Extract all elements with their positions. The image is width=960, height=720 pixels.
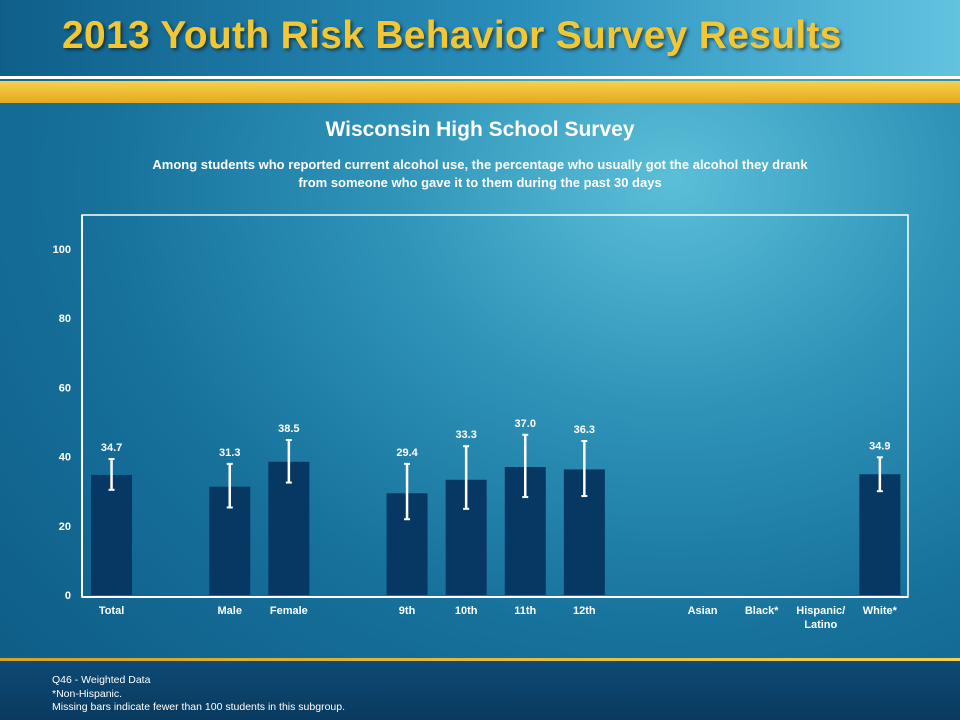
y-tick-label: 80	[59, 313, 71, 325]
x-tick-label: Female	[270, 605, 308, 617]
footnote-question: Q46 - Weighted Data	[52, 674, 151, 686]
x-tick-label: Male	[218, 605, 242, 617]
bar	[268, 461, 310, 595]
data-label: 38.5	[278, 423, 299, 435]
footnote-non-hispanic: *Non-Hispanic.	[52, 687, 123, 700]
x-tick-label: 12th	[573, 605, 596, 617]
y-tick-label: 40	[59, 452, 71, 464]
x-tick-label: 10th	[455, 605, 478, 617]
footer-gold-rule	[0, 658, 960, 662]
footnotes: Q46 - Weighted Data *Non-Hispanic. Missi…	[52, 674, 345, 715]
x-tick-label: White*	[863, 605, 898, 617]
data-label: 34.9	[869, 440, 890, 452]
chart-subtitle-line-1: Among students who reported current alco…	[152, 157, 808, 172]
header-divider	[0, 76, 960, 79]
data-label: 29.4	[396, 447, 418, 459]
bar	[859, 474, 901, 595]
y-tick-label: 20	[59, 521, 71, 533]
x-tick-label: Asian	[688, 605, 718, 617]
chart-subtitle-line-2: from someone who gave it to them during …	[298, 175, 662, 190]
chart-subtitle: Among students who reported current alco…	[60, 156, 900, 192]
y-tick-label: 0	[65, 590, 71, 602]
data-label: 37.0	[515, 418, 536, 430]
x-tick-label: 11th	[514, 605, 536, 617]
plot-frame	[81, 214, 909, 598]
x-tick-label: Latino	[804, 619, 837, 631]
footnote-missing-bars: Missing bars indicate fewer than 100 stu…	[52, 701, 346, 713]
data-label: 34.7	[101, 442, 122, 454]
bar	[91, 474, 133, 595]
data-label: 33.3	[455, 429, 476, 441]
footer-band	[0, 661, 960, 720]
y-tick-label: 100	[53, 244, 71, 256]
x-tick-label: Hispanic/	[796, 605, 845, 617]
x-tick-label: Black*	[745, 605, 779, 617]
data-label: 31.3	[219, 447, 240, 459]
data-label: 36.3	[574, 424, 595, 436]
header-banner: 2013 Youth Risk Behavior Survey Results	[0, 0, 960, 76]
x-tick-label: Total	[99, 605, 124, 617]
header-gold-band	[0, 81, 960, 103]
chart-title: Wisconsin High School Survey	[325, 118, 635, 141]
page-title: 2013 Youth Risk Behavior Survey Results	[62, 14, 842, 57]
y-tick-label: 60	[59, 382, 71, 394]
x-tick-label: 9th	[399, 605, 416, 617]
